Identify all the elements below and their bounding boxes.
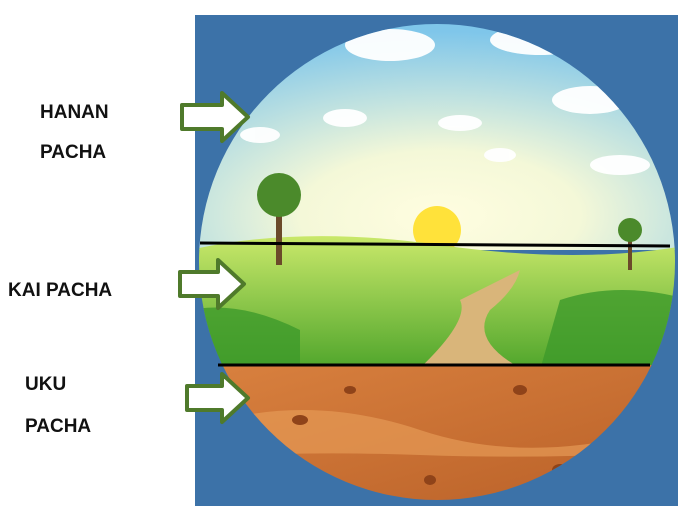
label: PACHA [40, 142, 106, 163]
diagram: HANAN PACHA KAI PACHA UKU PACHA [0, 0, 685, 506]
label: HANAN [40, 102, 109, 123]
label: PACHA [25, 416, 91, 437]
page: {"labels": [ {"lines": ["HANAN", "PACHA"… [0, 0, 685, 506]
label: KAI PACHA [8, 280, 112, 301]
label: UKU [25, 374, 66, 395]
